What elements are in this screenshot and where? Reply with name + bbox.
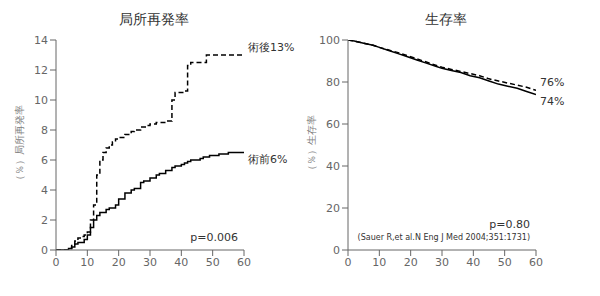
svg-text:0: 0 — [345, 256, 352, 269]
svg-text:30: 30 — [435, 256, 449, 269]
html-text:p=0.006: p=0.006 — [190, 231, 238, 244]
svg-text:80: 80 — [326, 76, 340, 89]
svg-text:8: 8 — [41, 124, 48, 137]
svg-text:50: 50 — [498, 256, 512, 269]
svg-text:6: 6 — [41, 154, 48, 167]
svg-text:術後13%: 術後13% — [248, 41, 294, 54]
svg-text:0: 0 — [53, 256, 60, 269]
svg-text:40: 40 — [466, 256, 480, 269]
svg-text:20: 20 — [326, 202, 340, 215]
html-text:局所再発率: 局所再発率 — [119, 11, 189, 27]
svg-text:4: 4 — [41, 184, 48, 197]
svg-text:10: 10 — [372, 256, 386, 269]
svg-text:10: 10 — [80, 256, 94, 269]
svg-text:0: 0 — [333, 244, 340, 257]
svg-text:30: 30 — [143, 256, 157, 269]
svg-text:60: 60 — [529, 256, 543, 269]
svg-text:20: 20 — [404, 256, 418, 269]
svg-text:0: 0 — [41, 244, 48, 257]
svg-text:12: 12 — [34, 64, 48, 77]
svg-text:74%: 74% — [540, 95, 564, 108]
svg-text:（％）局所再発率: （％）局所再発率 — [14, 105, 25, 185]
svg-text:50: 50 — [206, 256, 220, 269]
svg-text:40: 40 — [326, 160, 340, 173]
html-text:p=0.80: p=0.80 — [489, 218, 530, 231]
svg-text:（％）生存率: （％）生存率 — [306, 115, 317, 175]
svg-text:20: 20 — [112, 256, 126, 269]
html-text:生存率: 生存率 — [425, 11, 467, 27]
html-text:(Sauer R,et al.N Eng J Med 200: (Sauer R,et al.N Eng J Med 2004;351:1731… — [357, 233, 530, 242]
svg-text:60: 60 — [326, 118, 340, 131]
svg-text:100: 100 — [319, 34, 340, 47]
svg-text:14: 14 — [34, 34, 48, 47]
svg-text:2: 2 — [41, 214, 48, 227]
svg-text:40: 40 — [174, 256, 188, 269]
svg-text:術前6%: 術前6% — [248, 153, 287, 166]
svg-text:76%: 76% — [540, 76, 564, 89]
svg-text:10: 10 — [34, 94, 48, 107]
svg-text:60: 60 — [237, 256, 251, 269]
